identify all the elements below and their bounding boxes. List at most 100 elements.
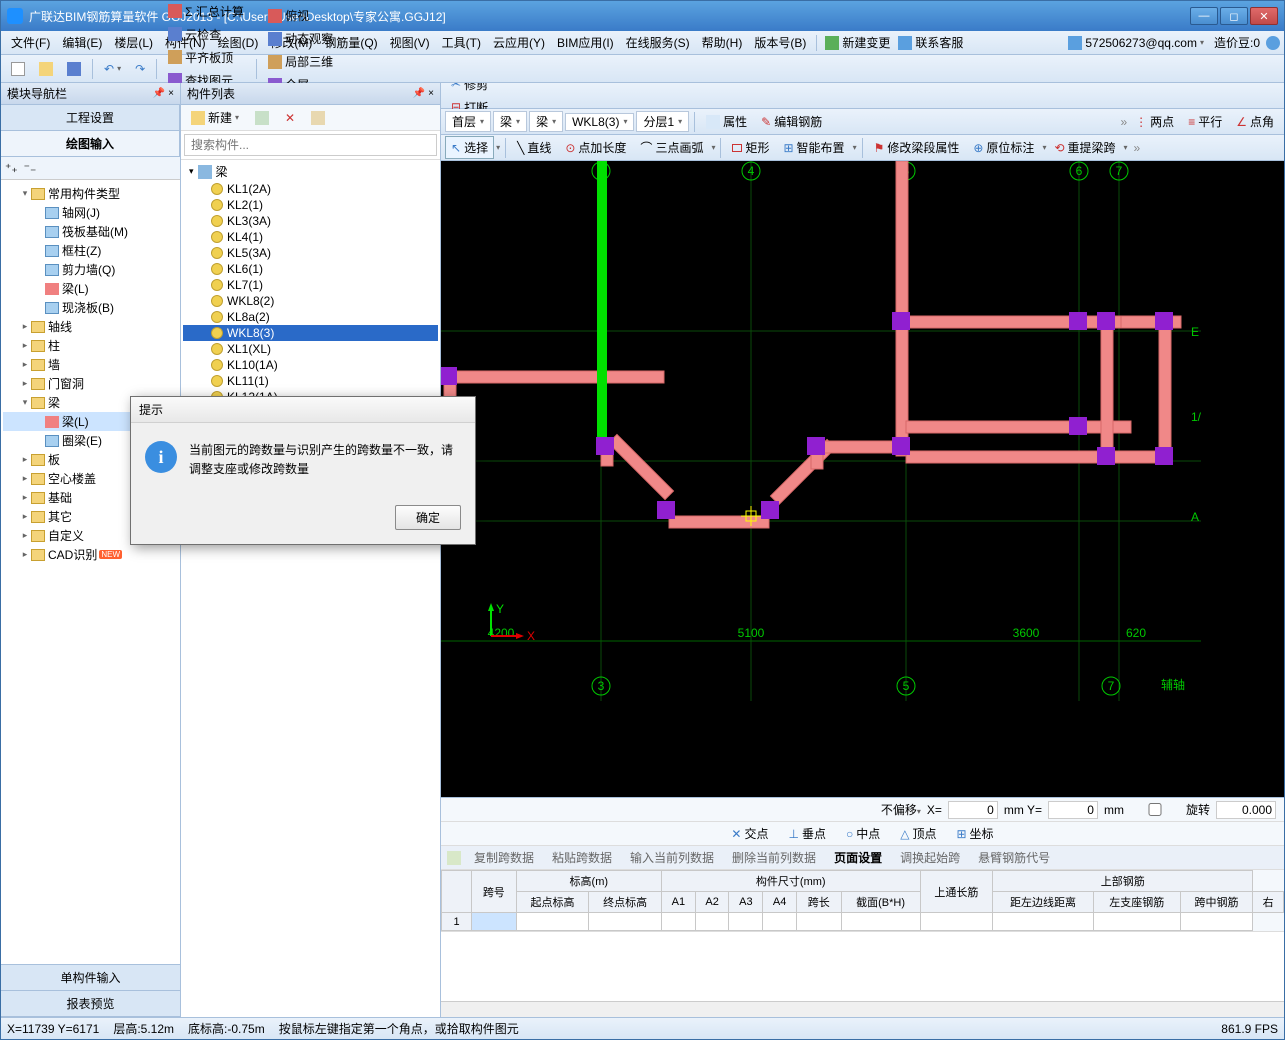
relabel-button[interactable]: ⟲重提梁跨 [1048,136,1121,159]
tb-动态观察[interactable]: 动态观察 [262,27,339,50]
comp-KL2(1)[interactable]: KL2(1) [183,197,438,213]
tb2-修剪[interactable]: ✂修剪 [445,83,518,96]
comp-WKL8(2)[interactable]: WKL8(2) [183,293,438,309]
tree-筏板基础(M)[interactable]: 筏板基础(M) [3,222,178,241]
comp-KL1(2A)[interactable]: KL1(2A) [183,181,438,197]
tree-梁(L)[interactable]: 梁(L) [3,279,178,298]
new-change-button[interactable]: 新建变更 [821,33,894,52]
maximize-button[interactable]: ◻ [1220,7,1248,25]
save-btn[interactable] [61,59,87,79]
dtab-粘贴跨数据[interactable]: 粘贴跨数据 [547,847,617,868]
menu-文件(F)[interactable]: 文件(F) [5,34,56,52]
comp-new-button[interactable]: 新建▾ [185,107,245,128]
comp-del-icon[interactable]: ✕ [279,109,301,127]
sel-item[interactable]: WKL8(3)▾ [565,113,634,131]
rot-input[interactable] [1216,801,1276,819]
rect-button[interactable]: 矩形 [726,136,775,159]
close-button[interactable]: ✕ [1250,7,1278,25]
tb-局部三维[interactable]: 局部三维 [262,50,339,73]
comp-KL10(1A)[interactable]: KL10(1A) [183,357,438,373]
comp-search-input[interactable] [184,134,437,156]
drawing-canvas[interactable]: 42005100360062034567357辅轴E1/A600YX [441,161,1284,797]
dtab-调换起始跨[interactable]: 调换起始跨 [895,847,965,868]
comp-root[interactable]: ▾梁 [183,162,438,181]
tb-Σ 汇总计算[interactable]: Σ 汇总计算 [162,0,251,23]
comp-tree[interactable]: ▾梁KL1(2A)KL2(1)KL3(3A)KL4(1)KL5(3A)KL6(1… [181,160,440,1017]
tree-剪力墙(Q)[interactable]: 剪力墙(Q) [3,260,178,279]
open-btn[interactable] [33,59,59,79]
data-grid[interactable]: 跨号标高(m)构件尺寸(mm)上通长筋上部钢筋起点标高终点标高A1A2A3A4跨… [441,870,1284,931]
nav-tree[interactable]: ▾常用构件类型轴网(J)筏板基础(M)框柱(Z)剪力墙(Q)梁(L)现浇板(B)… [1,180,180,964]
origin-button[interactable]: ⊕原位标注 [967,136,1040,159]
menu-版本号(B)[interactable]: 版本号(B) [748,34,812,52]
snap-坐标[interactable]: ⊞坐标 [951,824,998,843]
pin-icon[interactable]: 📌 × [153,88,174,99]
parallel-btn[interactable]: ≡平行 [1182,110,1228,133]
comp-KL4(1)[interactable]: KL4(1) [183,229,438,245]
tree-墙[interactable]: ▸墙 [3,355,178,374]
tb-云检查[interactable]: 云检查 [162,23,251,46]
menu-BIM应用(I)[interactable]: BIM应用(I) [551,34,620,52]
x-input[interactable] [948,801,998,819]
snap-中点[interactable]: ○中点 [841,824,885,843]
rotate-checkbox[interactable] [1130,803,1180,816]
sel-sub[interactable]: 梁▾ [529,111,563,132]
arc-button[interactable]: ⌒三点画弧 [634,136,709,159]
sel-cat[interactable]: 梁▾ [493,111,527,132]
snap-顶点[interactable]: △顶点 [895,824,941,843]
menu-在线服务(S)[interactable]: 在线服务(S) [620,34,696,52]
comp-paste-icon[interactable] [305,109,331,127]
menu-云应用(Y)[interactable]: 云应用(Y) [487,34,551,52]
undo-btn[interactable]: ↶▾ [98,59,127,79]
angle-btn[interactable]: ∠点角 [1230,110,1280,133]
tree-框柱(Z)[interactable]: 框柱(Z) [3,241,178,260]
select-button[interactable]: ↖选择 [445,136,494,159]
menu-视图(V)[interactable]: 视图(V) [384,34,436,52]
snap-垂点[interactable]: ⊥垂点 [784,824,831,843]
comp-pin-icon[interactable]: 📌 × [413,88,434,99]
tree-门窗洞[interactable]: ▸门窗洞 [3,374,178,393]
tree-现浇板(B)[interactable]: 现浇板(B) [3,298,178,317]
comp-KL5(3A)[interactable]: KL5(3A) [183,245,438,261]
menu-工具(T)[interactable]: 工具(T) [436,34,487,52]
dtab-复制跨数据[interactable]: 复制跨数据 [469,847,539,868]
comp-KL7(1)[interactable]: KL7(1) [183,277,438,293]
tab-draw[interactable]: 绘图输入 [1,131,180,156]
comp-KL6(1)[interactable]: KL6(1) [183,261,438,277]
dtab-输入当前列数据[interactable]: 输入当前列数据 [625,847,719,868]
smart-button[interactable]: ⊞智能布置 [777,136,850,159]
tree-常用构件类型[interactable]: ▾常用构件类型 [3,184,178,203]
menu-楼层(L)[interactable]: 楼层(L) [108,34,159,52]
offset-select[interactable]: 不偏移▾ [881,801,921,818]
comp-KL11(1)[interactable]: KL11(1) [183,373,438,389]
dtab-悬臂钢筋代号[interactable]: 悬臂钢筋代号 [973,847,1055,868]
comp-WKL8(3)[interactable]: WKL8(3) [183,325,438,341]
y-input[interactable] [1048,801,1098,819]
dtab-删除当前列数据[interactable]: 删除当前列数据 [727,847,821,868]
tb-俯视[interactable]: 俯视 [262,4,339,27]
expand-all-icon[interactable]: ⁺₊ [5,161,18,175]
minimize-button[interactable]: — [1190,7,1218,25]
two-point-btn[interactable]: ⋮两点 [1129,110,1180,133]
snap-交点[interactable]: ✕交点 [726,824,773,843]
comp-XL1(XL)[interactable]: XL1(XL) [183,341,438,357]
menu-编辑(E)[interactable]: 编辑(E) [56,34,108,52]
tree-轴网(J)[interactable]: 轴网(J) [3,203,178,222]
btab-report[interactable]: 报表预览 [1,991,180,1017]
comp-copy-icon[interactable] [249,109,275,127]
user-email[interactable]: 572506273@qq.com▾ [1064,35,1208,51]
extend-button[interactable]: ⊙点加长度 [559,136,632,159]
new-btn[interactable] [5,59,31,79]
redo-btn[interactable]: ↷ [129,59,151,79]
tree-轴线[interactable]: ▸轴线 [3,317,178,336]
contact-button[interactable]: 联系客服 [894,33,967,52]
btab-single[interactable]: 单构件输入 [1,965,180,991]
edit-rebar-button[interactable]: ✎编辑钢筋 [755,110,828,133]
comp-KL8a(2)[interactable]: KL8a(2) [183,309,438,325]
dialog-ok-button[interactable]: 确定 [395,505,461,530]
modify-button[interactable]: ⚑修改梁段属性 [868,136,966,159]
sel-layer[interactable]: 分层1▾ [636,111,689,132]
menu-帮助(H)[interactable]: 帮助(H) [696,34,749,52]
line-button[interactable]: ╲直线 [511,136,557,159]
prop-button[interactable]: 属性 [700,110,753,133]
